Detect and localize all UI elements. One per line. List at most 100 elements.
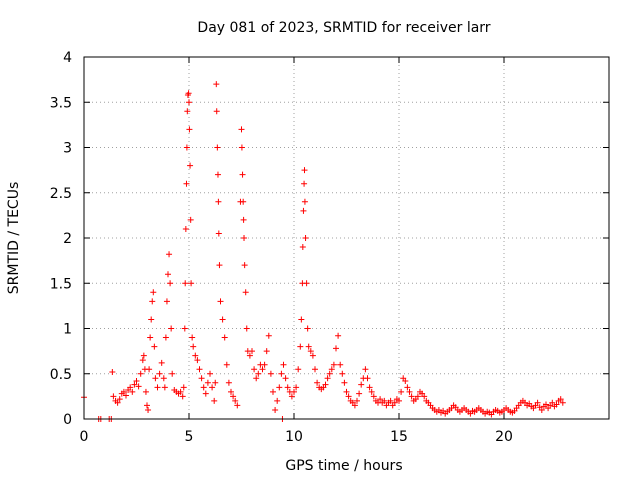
- data-point: [212, 379, 219, 386]
- data-point: [109, 368, 116, 375]
- data-point: [152, 375, 159, 382]
- data-point: [207, 370, 213, 377]
- y-axis-ticks: 0 0.5 1 1.5 2 2.5 3 3.5 4: [50, 50, 609, 428]
- data-point: [144, 402, 150, 409]
- data-point: [183, 144, 190, 151]
- data-point: [184, 108, 191, 115]
- data-point: [228, 388, 234, 395]
- data-point: [167, 280, 174, 287]
- data-point: [282, 375, 289, 382]
- data-point: [295, 366, 302, 373]
- data-point: [343, 388, 350, 395]
- data-point: [538, 406, 545, 413]
- data-point: [299, 244, 306, 251]
- data-point: [284, 384, 291, 391]
- data-point: [549, 399, 556, 406]
- data-point: [217, 298, 224, 305]
- data-point: [186, 99, 192, 106]
- data-point: [214, 171, 221, 178]
- data-point: [186, 126, 193, 133]
- data-point: [163, 298, 170, 305]
- data-point: [194, 357, 201, 364]
- data-point: [377, 396, 384, 403]
- data-point: [160, 375, 167, 382]
- data-point: [324, 375, 331, 382]
- x-tick-label: 5: [185, 429, 194, 445]
- data-point: [216, 262, 223, 269]
- y-tick-label: 1: [63, 322, 72, 338]
- y-tick-label: 1.5: [50, 276, 72, 292]
- data-point: [238, 126, 245, 133]
- data-point: [140, 352, 147, 359]
- data-point: [396, 397, 402, 404]
- data-point: [137, 370, 144, 377]
- data-point: [356, 390, 363, 397]
- data-point: [302, 235, 309, 241]
- data-point: [263, 348, 270, 355]
- data-point: [414, 393, 421, 400]
- data-point: [188, 280, 195, 287]
- data-point: [265, 332, 272, 339]
- data-point: [158, 359, 165, 366]
- x-axis-ticks: 0 5 10 15 20: [80, 57, 513, 445]
- data-point: [301, 180, 308, 187]
- data-point: [166, 251, 173, 258]
- data-point: [240, 198, 247, 205]
- data-point: [543, 401, 549, 408]
- data-point: [368, 388, 375, 395]
- data-point: [182, 225, 189, 232]
- data-point: [213, 81, 220, 88]
- data-point: [387, 397, 394, 404]
- data-point: [314, 379, 321, 386]
- data-point: [241, 235, 248, 241]
- data-point: [246, 352, 253, 359]
- data-point: [398, 388, 405, 395]
- data-point: [557, 396, 564, 403]
- data-point: [156, 370, 163, 377]
- data-point: [335, 332, 342, 339]
- data-point: [322, 381, 329, 388]
- data-point: [135, 383, 142, 390]
- data-point: [261, 361, 268, 368]
- data-point: [215, 230, 222, 237]
- data-point: [288, 393, 295, 400]
- data-point: [177, 388, 184, 395]
- data-point: [123, 392, 129, 399]
- data-point: [225, 379, 232, 386]
- data-point: [162, 334, 169, 341]
- data-point: [312, 366, 318, 373]
- data-point: [151, 343, 158, 350]
- data-point: [301, 198, 308, 205]
- data-point: [255, 370, 262, 377]
- data-point: [127, 384, 134, 391]
- data-point: [238, 144, 245, 151]
- data-point: [242, 289, 249, 296]
- data-point: [146, 366, 153, 373]
- data-point: [150, 289, 157, 296]
- data-point: [209, 384, 216, 391]
- data-point: [328, 366, 335, 373]
- data-point: [148, 316, 155, 323]
- data-point: [280, 361, 287, 368]
- data-point: [239, 171, 246, 178]
- data-point: [559, 399, 566, 406]
- data-point: [232, 397, 239, 404]
- data-point: [183, 180, 190, 187]
- data-point: [189, 334, 196, 341]
- data-point: [274, 397, 281, 404]
- data-point: [253, 375, 260, 382]
- data-point: [120, 388, 127, 395]
- data-point: [215, 198, 222, 205]
- data-points: [81, 81, 566, 422]
- data-point: [301, 167, 308, 174]
- data-point: [402, 377, 409, 384]
- data-point: [421, 393, 428, 400]
- x-tick-label: 10: [285, 429, 303, 445]
- data-point: [147, 334, 154, 341]
- x-tick-label: 20: [495, 429, 513, 445]
- data-point: [305, 343, 312, 350]
- x-tick-label: 0: [80, 429, 89, 445]
- data-point: [211, 397, 218, 404]
- y-tick-label: 0: [63, 412, 72, 428]
- data-point: [243, 325, 250, 332]
